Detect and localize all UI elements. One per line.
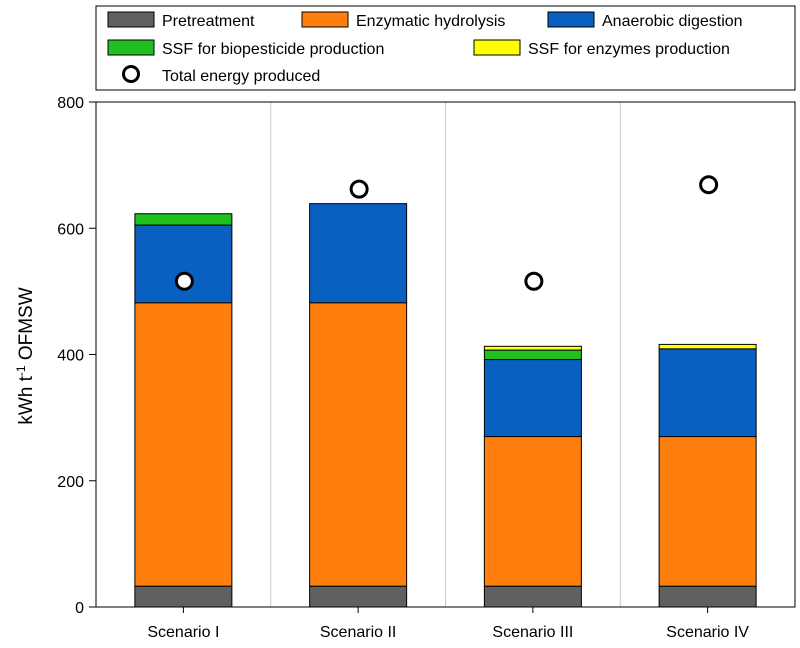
bar-ssf-for-biopesticide-production-scenario-i xyxy=(134,213,233,226)
bar-anaerobic-digestion-scenario-iii xyxy=(483,359,582,438)
bar-pretreatment-scenario-ii xyxy=(309,585,408,608)
legend-label-pretreatment: Pretreatment xyxy=(162,13,255,30)
marker-total-energy-scenario-ii xyxy=(349,179,369,199)
y-axis-label: kWh t-1 OFMSW xyxy=(14,287,37,424)
y-tick-label: 600 xyxy=(57,221,84,238)
grid xyxy=(270,102,621,607)
legend-swatch-ssf-biopesticide xyxy=(107,39,155,56)
legend-swatch-anaerobic-digestion xyxy=(547,11,595,28)
bar-pretreatment-scenario-iii xyxy=(483,585,582,608)
legend-label-ssf-enzymes: SSF for enzymes production xyxy=(528,41,730,58)
y-tick-label: 200 xyxy=(57,474,84,491)
y-tick-label: 800 xyxy=(57,95,84,112)
legend-label-anaerobic-digestion: Anaerobic digestion xyxy=(602,13,743,30)
bar-enzymatic-hydrolysis-scenario-ii xyxy=(309,302,408,587)
legend-frame xyxy=(95,5,796,91)
bar-enzymatic-hydrolysis-scenario-iii xyxy=(483,436,582,587)
bar-enzymatic-hydrolysis-scenario-i xyxy=(134,302,233,587)
x-tick-label-scenario-iv: Scenario IV xyxy=(666,624,749,641)
bar-anaerobic-digestion-scenario-iv xyxy=(658,348,757,438)
legend-swatch-pretreatment xyxy=(107,11,155,28)
x-tick-label-scenario-i: Scenario I xyxy=(147,624,219,641)
x-tick-label-scenario-ii: Scenario II xyxy=(320,624,396,641)
bar-enzymatic-hydrolysis-scenario-iv xyxy=(658,436,757,587)
legend-label-total-energy: Total energy produced xyxy=(162,68,320,85)
bar-pretreatment-scenario-i xyxy=(134,585,233,608)
marker-total-energy-scenario-iv xyxy=(699,175,719,195)
x-tick-label-scenario-iii: Scenario III xyxy=(492,624,573,641)
legend: Pretreatment Enzymatic hydrolysis Anaero… xyxy=(95,5,796,91)
bar-ssf-for-enzymes-production-scenario-iii xyxy=(483,345,582,351)
legend-swatch-ssf-enzymes xyxy=(473,39,521,56)
bar-anaerobic-digestion-scenario-i xyxy=(134,224,233,304)
marker-total-energy-scenario-iii xyxy=(524,271,544,291)
axes: 0 200 400 600 800 Scenario I Scenario II Scenar… xyxy=(57,95,796,641)
y-tick-label: 0 xyxy=(75,600,84,617)
marker-total-energy-scenario-i xyxy=(174,271,194,291)
markers xyxy=(174,175,719,291)
legend-label-ssf-biopesticide: SSF for biopesticide production xyxy=(162,41,384,58)
legend-swatch-enzymatic-hydrolysis xyxy=(301,11,349,28)
bar-ssf-for-enzymes-production-scenario-iv xyxy=(658,343,757,350)
bar-ssf-for-biopesticide-production-scenario-iii xyxy=(483,349,582,361)
y-tick-label: 400 xyxy=(57,348,84,365)
bars xyxy=(134,203,757,608)
legend-marker-total-energy xyxy=(122,65,140,83)
legend-label-enzymatic-hydrolysis: Enzymatic hydrolysis xyxy=(356,13,505,30)
bar-anaerobic-digestion-scenario-ii xyxy=(309,203,408,304)
bar-pretreatment-scenario-iv xyxy=(658,585,757,608)
